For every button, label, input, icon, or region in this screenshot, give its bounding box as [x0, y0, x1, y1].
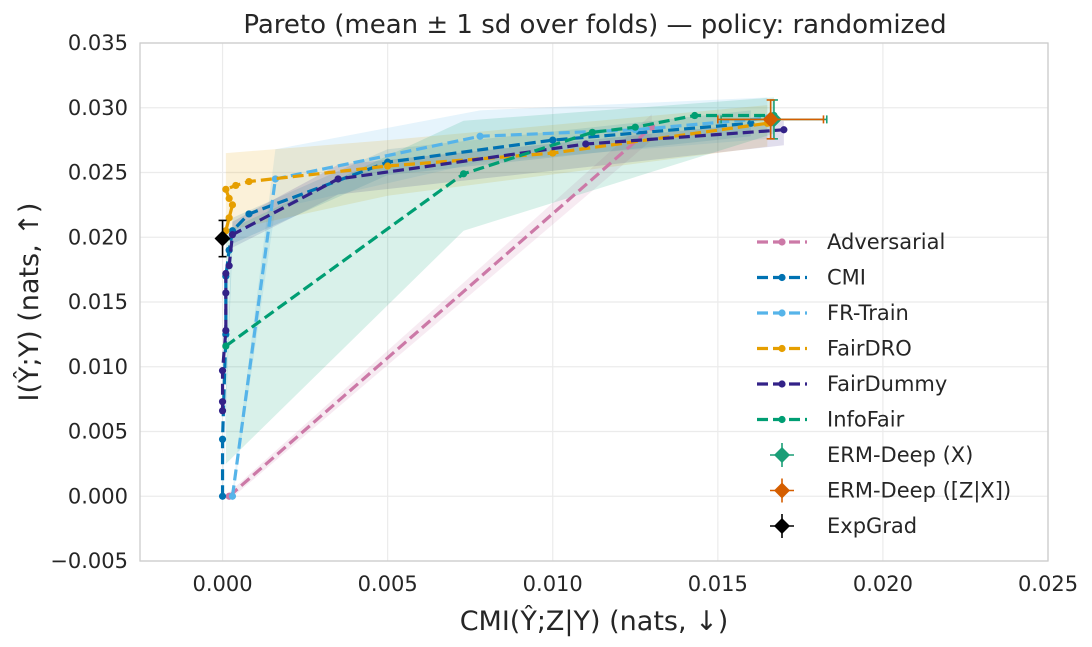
band-fairdro: [225, 105, 768, 231]
y-tick-label: 0.005: [68, 420, 128, 444]
y-tick-label: 0.000: [68, 484, 128, 508]
marker-erm-deep-z-x-: [762, 111, 779, 128]
point-fairdro: [384, 162, 392, 170]
x-tick-label: 0.020: [853, 572, 913, 596]
point-fairdummy: [222, 289, 230, 297]
y-tick-label: 0.025: [68, 161, 128, 185]
point-fairdummy: [334, 175, 342, 183]
point-fairdro: [225, 214, 233, 222]
point-fairdro: [549, 149, 557, 157]
legend-label-adversarial: Adversarial: [827, 230, 945, 254]
y-axis-label: I(Ŷ;Y) (nats, ↑): [13, 203, 45, 402]
x-tick-label: 0.010: [523, 572, 583, 596]
point-fairdummy: [222, 269, 230, 278]
point-fairdro: [228, 201, 237, 209]
point-fr-train: [228, 492, 237, 500]
point-fairdummy: [582, 140, 590, 148]
legend: Adversarial CMI FR-Train FairDRO FairDummy In…: [757, 230, 1011, 538]
point-infofair: [459, 170, 468, 178]
error-points: [214, 99, 828, 258]
point-infofair: [588, 128, 596, 136]
sd-bands: [222, 97, 784, 502]
chart-title: Pareto (mean ± 1 sd over folds) — policy…: [243, 10, 946, 40]
point-fairdummy: [780, 126, 788, 134]
legend-label-fairdummy: FairDummy: [827, 372, 947, 396]
point-infofair: [691, 111, 699, 120]
y-tick-label: 0.010: [68, 355, 128, 379]
point-infofair: [222, 342, 230, 350]
x-tick-label: 0.015: [688, 572, 748, 596]
point-fairdummy: [218, 407, 227, 415]
legend-label-fairdro: FairDRO: [827, 337, 912, 361]
x-tick-label: 0.005: [358, 572, 418, 596]
legend-label-infofair: InfoFair: [827, 408, 905, 432]
legend-label-erm-deep-z-x-: ERM-Deep ([Z|X]): [827, 479, 1011, 504]
legend-dot-fr-train: [778, 309, 786, 317]
y-tick-label: 0.015: [68, 290, 128, 314]
legend-dot-cmi: [778, 273, 786, 282]
series-lines: [218, 111, 788, 500]
legend-dot-fairdummy: [778, 380, 786, 388]
legend-label-expgrad: ExpGrad: [827, 514, 917, 538]
marker-expgrad: [214, 230, 231, 247]
point-fairdummy: [218, 398, 227, 406]
band-adversarial: [229, 114, 652, 501]
point-cmi: [549, 136, 557, 144]
point-cmi: [245, 210, 253, 218]
line-infofair: [224, 113, 774, 348]
point-fairdro: [245, 177, 253, 186]
legend-marker-erm-deep-x-: [774, 447, 790, 463]
point-fairdro: [232, 181, 240, 190]
legend-dot-adversarial: [778, 238, 786, 246]
point-cmi: [747, 119, 755, 127]
y-tick-labels: −0.005 0.000 0.005 0.010 0.015 0.020 0.025 0.03…: [50, 31, 128, 573]
point-fr-train: [476, 132, 484, 140]
legend-marker-expgrad: [774, 518, 790, 534]
x-tick-label: 0.025: [1018, 572, 1078, 596]
point-fairdummy: [222, 326, 230, 335]
legend-label-fr-train: FR-Train: [827, 301, 909, 325]
point-fairdro: [225, 194, 233, 202]
y-tick-label: 0.030: [68, 96, 128, 120]
line-fairdro: [223, 121, 768, 232]
point-cmi: [218, 492, 227, 500]
band-infofair: [225, 97, 774, 464]
band-fr-train: [232, 97, 768, 502]
x-axis-label: CMI(Ŷ;Z|Y) (nats, ↓): [460, 605, 729, 637]
x-tick-label: 0.000: [192, 572, 252, 596]
legend-dot-fairdro: [778, 344, 786, 353]
legend-marker-erm-deep-z-x-: [774, 482, 790, 499]
legend-dot-infofair: [778, 415, 786, 424]
line-cmi: [220, 121, 751, 497]
band-fairdummy: [232, 120, 784, 248]
point-fairdummy: [228, 231, 237, 239]
legend-label-cmi: CMI: [827, 266, 866, 290]
legend-label-erm-deep-x-: ERM-Deep (X): [827, 443, 973, 467]
y-tick-label: −0.005: [50, 549, 128, 573]
point-infofair: [631, 123, 639, 131]
x-tick-labels: 0.000 0.005 0.010 0.015 0.020 0.025: [192, 572, 1078, 596]
point-fairdummy: [225, 262, 233, 270]
point-fairdro: [222, 185, 230, 193]
y-tick-label: 0.020: [68, 225, 128, 249]
line-adversarial: [228, 125, 653, 498]
point-fairdummy: [218, 367, 227, 375]
plot-frame: [139, 42, 1049, 562]
y-tick-label: 0.035: [68, 31, 128, 55]
point-cmi: [218, 435, 227, 443]
